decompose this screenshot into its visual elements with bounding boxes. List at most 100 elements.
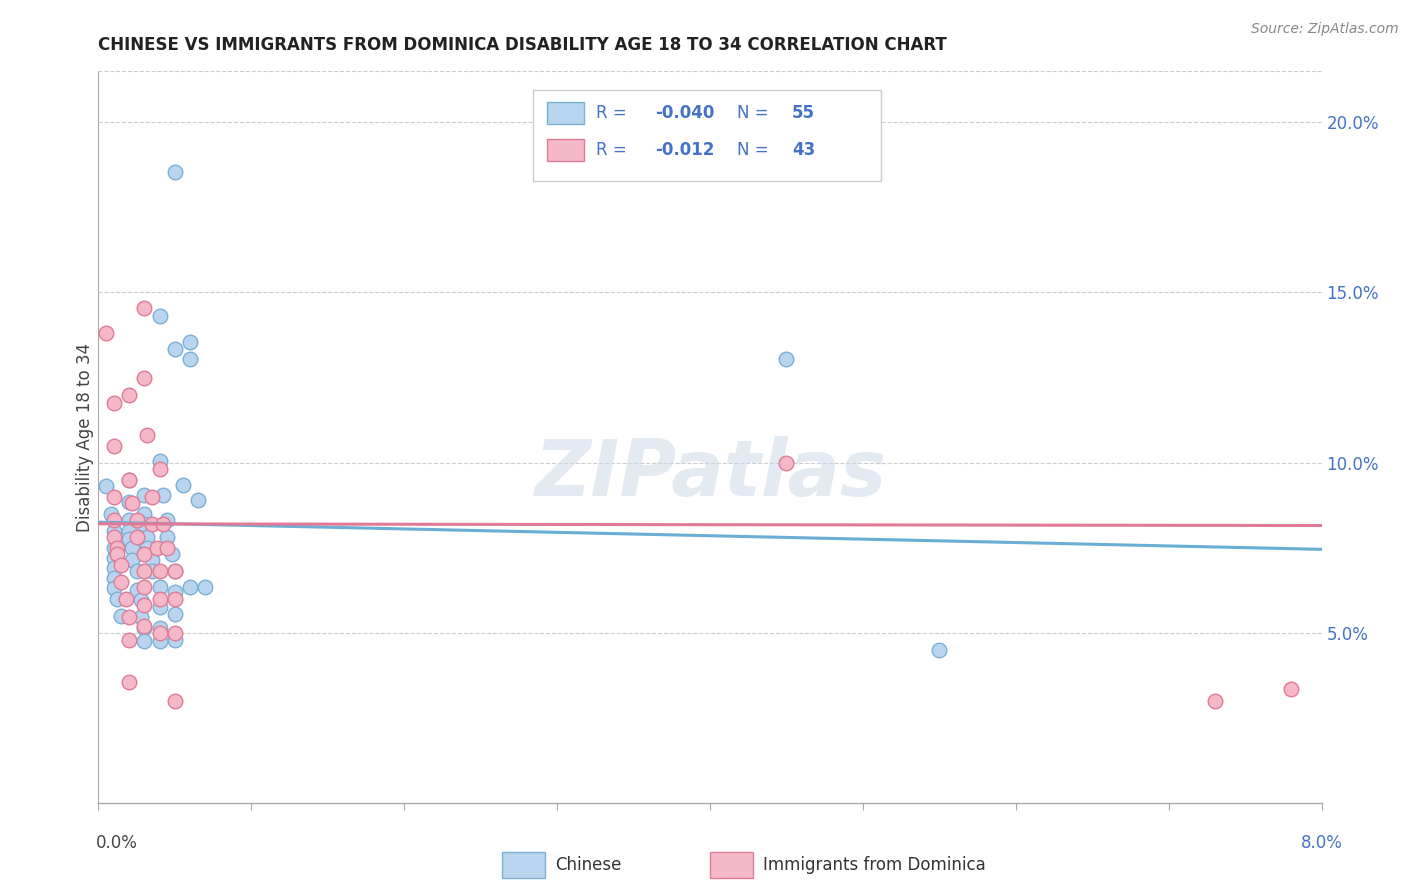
Point: [699, 165, 721, 179]
FancyBboxPatch shape: [502, 852, 546, 878]
Point: [118, 473, 141, 487]
Text: -0.012: -0.012: [655, 141, 714, 159]
Point: [149, 634, 172, 648]
Point: [194, 580, 217, 594]
Point: [156, 531, 179, 545]
Point: [775, 456, 797, 470]
Point: [103, 524, 125, 538]
Point: [125, 565, 148, 579]
Point: [115, 591, 138, 606]
Point: [163, 342, 186, 356]
Point: [134, 565, 156, 579]
Point: [134, 370, 156, 384]
Text: 0.0%: 0.0%: [96, 834, 138, 852]
Point: [129, 610, 152, 624]
Point: [141, 490, 163, 504]
Point: [149, 591, 172, 606]
Point: [118, 387, 141, 401]
Point: [105, 541, 128, 555]
Text: N =: N =: [737, 104, 773, 122]
Point: [103, 439, 125, 453]
Point: [129, 593, 152, 607]
Point: [156, 513, 179, 527]
Point: [163, 607, 186, 621]
Point: [134, 301, 156, 315]
Point: [149, 580, 172, 594]
Point: [136, 531, 159, 545]
Point: [149, 600, 172, 615]
Y-axis label: Disability Age 18 to 34: Disability Age 18 to 34: [76, 343, 94, 532]
Point: [163, 565, 186, 579]
Point: [118, 524, 141, 538]
Point: [141, 516, 163, 531]
Point: [110, 558, 132, 572]
Point: [105, 591, 128, 606]
Point: [134, 599, 156, 613]
Point: [149, 454, 172, 468]
Point: [103, 582, 125, 596]
Point: [141, 565, 163, 579]
Point: [163, 632, 186, 647]
Point: [149, 621, 172, 635]
Text: -0.040: -0.040: [655, 104, 714, 122]
Point: [163, 591, 186, 606]
Point: [152, 488, 174, 502]
FancyBboxPatch shape: [547, 138, 583, 161]
Point: [141, 552, 163, 566]
Point: [94, 326, 117, 341]
Point: [103, 513, 125, 527]
FancyBboxPatch shape: [533, 90, 882, 181]
Point: [160, 548, 183, 562]
FancyBboxPatch shape: [547, 102, 583, 124]
Point: [118, 494, 141, 508]
Point: [775, 351, 797, 366]
FancyBboxPatch shape: [710, 852, 752, 878]
Point: [103, 571, 125, 585]
Point: [163, 585, 186, 599]
Point: [187, 493, 209, 508]
Point: [179, 580, 201, 594]
Text: R =: R =: [596, 104, 633, 122]
Point: [134, 634, 156, 648]
Text: ZIPatlas: ZIPatlas: [534, 435, 886, 512]
Point: [179, 334, 201, 349]
Point: [125, 513, 148, 527]
Point: [136, 541, 159, 555]
Point: [118, 632, 141, 647]
Point: [1204, 694, 1226, 708]
Point: [110, 608, 132, 623]
Point: [134, 580, 156, 594]
Point: [928, 642, 950, 657]
Text: 8.0%: 8.0%: [1301, 834, 1343, 852]
Point: [118, 473, 141, 487]
Point: [100, 507, 122, 521]
Point: [172, 477, 194, 491]
Point: [179, 351, 201, 366]
Text: N =: N =: [737, 141, 773, 159]
Point: [149, 310, 172, 324]
Point: [125, 531, 148, 545]
Point: [110, 574, 132, 589]
Text: 55: 55: [792, 104, 815, 122]
Point: [103, 490, 125, 504]
Point: [103, 550, 125, 565]
Point: [125, 583, 148, 598]
Point: [149, 462, 172, 476]
Text: R =: R =: [596, 141, 637, 159]
Point: [163, 694, 186, 708]
Point: [149, 625, 172, 640]
Point: [94, 479, 117, 493]
Point: [1279, 681, 1302, 696]
Point: [136, 428, 159, 442]
Point: [156, 541, 179, 555]
Text: Immigrants from Dominica: Immigrants from Dominica: [762, 856, 986, 874]
Point: [152, 516, 174, 531]
Point: [134, 488, 156, 502]
Point: [118, 610, 141, 624]
Point: [103, 561, 125, 575]
Text: CHINESE VS IMMIGRANTS FROM DOMINICA DISABILITY AGE 18 TO 34 CORRELATION CHART: CHINESE VS IMMIGRANTS FROM DOMINICA DISA…: [98, 36, 948, 54]
Point: [134, 548, 156, 562]
Text: 43: 43: [792, 141, 815, 159]
Point: [103, 396, 125, 410]
Text: Chinese: Chinese: [555, 856, 621, 874]
